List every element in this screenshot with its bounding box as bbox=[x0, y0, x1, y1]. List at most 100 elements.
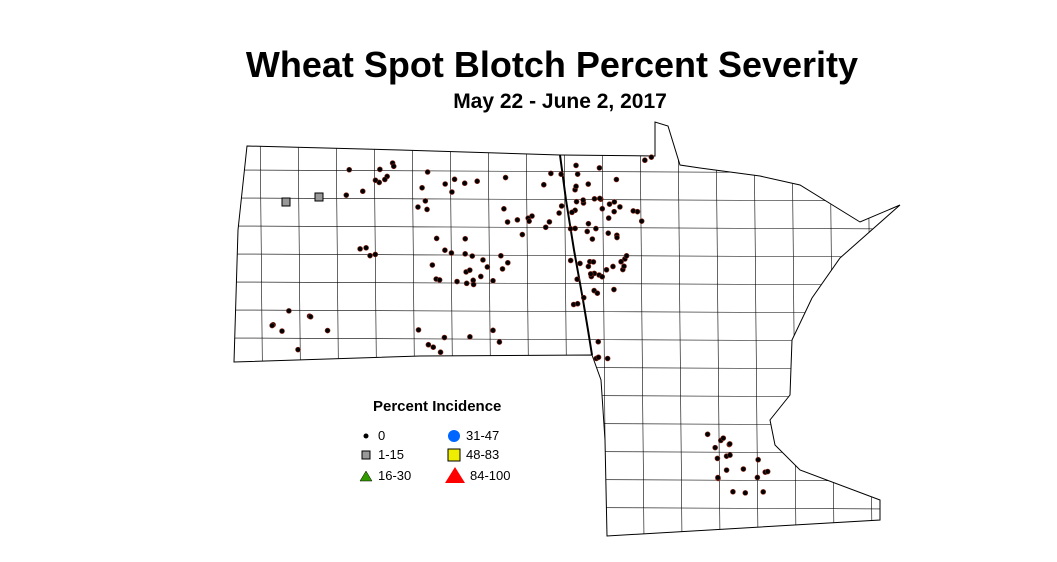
survey-point-0 bbox=[720, 435, 727, 441]
survey-point-0 bbox=[621, 263, 627, 270]
survey-point-0 bbox=[614, 234, 620, 241]
survey-point-0 bbox=[499, 266, 506, 272]
state-outline bbox=[233, 121, 901, 537]
survey-point-0 bbox=[286, 308, 292, 314]
circle-icon bbox=[446, 429, 462, 443]
survey-point-0 bbox=[437, 349, 444, 356]
legend-item-2: 16-30 bbox=[358, 468, 411, 483]
survey-point-0 bbox=[574, 276, 580, 283]
survey-point-0 bbox=[599, 273, 606, 280]
survey-point-0 bbox=[442, 247, 448, 254]
survey-point-0 bbox=[580, 294, 587, 301]
survey-point-0 bbox=[430, 344, 437, 350]
survey-point-0 bbox=[436, 277, 443, 283]
survey-point-0 bbox=[504, 219, 511, 225]
survey-point-0 bbox=[502, 174, 509, 181]
survey-point-0 bbox=[463, 280, 470, 287]
survey-point-0 bbox=[419, 184, 425, 191]
legend-label: 1-15 bbox=[378, 447, 405, 462]
survey-point-0 bbox=[727, 452, 733, 458]
survey-point-0 bbox=[567, 225, 574, 232]
survey-point-0 bbox=[594, 290, 601, 297]
survey-point-0 bbox=[585, 220, 592, 227]
survey-point-0 bbox=[587, 271, 594, 277]
survey-point-0 bbox=[593, 225, 599, 232]
survey-point-0 bbox=[470, 281, 477, 288]
survey-point-0 bbox=[596, 165, 603, 171]
survey-point-0 bbox=[574, 171, 581, 177]
legend-label: 48-83 bbox=[466, 447, 500, 462]
survey-point-0 bbox=[611, 199, 618, 205]
survey-point-0 bbox=[606, 201, 613, 207]
survey-point-0 bbox=[589, 236, 596, 242]
legend-label: 84-100 bbox=[470, 467, 511, 483]
survey-point-0 bbox=[422, 198, 429, 204]
survey-point-0 bbox=[590, 259, 597, 265]
survey-point-0 bbox=[367, 252, 373, 259]
survey-point-0 bbox=[715, 474, 721, 481]
survey-point-0 bbox=[462, 251, 468, 257]
survey-point-0 bbox=[307, 313, 314, 320]
survey-point-0 bbox=[451, 176, 458, 183]
legend-item-3: 31-47 bbox=[446, 428, 499, 443]
survey-point-0 bbox=[630, 208, 637, 214]
survey-point-0 bbox=[363, 245, 369, 251]
survey-point-0 bbox=[585, 263, 592, 270]
survey-point-0 bbox=[429, 262, 436, 268]
survey-point-0 bbox=[390, 163, 397, 170]
survey-point-0 bbox=[617, 204, 623, 210]
survey-point-0 bbox=[469, 253, 476, 259]
survey-point-0 bbox=[760, 489, 767, 495]
map-title: Wheat Spot Blotch Percent Severity bbox=[245, 44, 859, 85]
survey-point-0 bbox=[730, 488, 736, 495]
survey-point-0 bbox=[496, 339, 503, 345]
survey-point-0 bbox=[603, 266, 610, 273]
survey-point-1-15 bbox=[281, 197, 291, 207]
survey-point-0 bbox=[596, 195, 603, 202]
survey-point-0 bbox=[448, 250, 455, 256]
square-icon bbox=[446, 448, 462, 462]
survey-point-0 bbox=[519, 231, 526, 238]
survey-point-0 bbox=[467, 334, 473, 340]
survey-point-0 bbox=[611, 208, 617, 215]
survey-point-0 bbox=[584, 228, 591, 235]
legend-item-5: 84-100 bbox=[444, 466, 510, 484]
survey-point-0 bbox=[424, 169, 431, 175]
survey-point-0 bbox=[704, 431, 711, 438]
survey-point-0 bbox=[573, 183, 579, 190]
survey-point-0 bbox=[415, 204, 421, 210]
survey-point-0 bbox=[595, 338, 602, 345]
survey-point-0 bbox=[526, 218, 532, 224]
triangle-icon bbox=[444, 466, 466, 484]
survey-point-0 bbox=[726, 441, 733, 447]
survey-point-0 bbox=[467, 267, 473, 273]
square-icon bbox=[358, 450, 374, 460]
survey-point-0 bbox=[610, 263, 616, 270]
legend-title: Percent Incidence bbox=[373, 398, 502, 415]
red-river-border bbox=[559, 154, 593, 356]
survey-point-0 bbox=[269, 322, 275, 329]
survey-point-0 bbox=[442, 181, 448, 187]
survey-point-0 bbox=[501, 205, 507, 212]
survey-point-0 bbox=[372, 251, 379, 258]
survey-point-0 bbox=[642, 157, 648, 164]
survey-point-0 bbox=[740, 466, 747, 472]
survey-points bbox=[269, 154, 771, 496]
triangle-icon bbox=[358, 470, 374, 482]
survey-point-0 bbox=[295, 346, 301, 353]
legend-item-1: 1-15 bbox=[358, 447, 404, 462]
legend-item-0: 0 bbox=[358, 428, 385, 443]
survey-point-0 bbox=[415, 327, 422, 333]
survey-point-0 bbox=[343, 192, 350, 198]
survey-point-0 bbox=[514, 217, 521, 223]
survey-point-0 bbox=[542, 224, 549, 231]
survey-point-0 bbox=[599, 205, 606, 212]
survey-point-0 bbox=[279, 328, 285, 334]
survey-point-0 bbox=[546, 219, 553, 225]
survey-point-0 bbox=[573, 162, 579, 169]
survey-point-0 bbox=[449, 189, 455, 195]
survey-point-0 bbox=[577, 260, 583, 267]
survey-point-0 bbox=[382, 176, 388, 183]
